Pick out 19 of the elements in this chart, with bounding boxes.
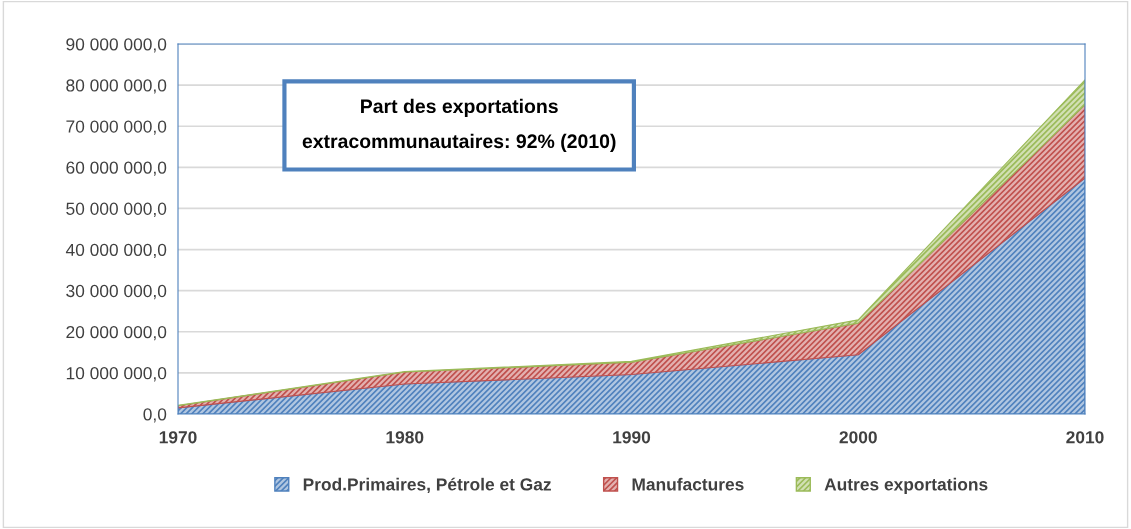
y-tick-label: 20 000 000,0: [66, 325, 167, 341]
legend-label: Manufactures: [632, 477, 744, 491]
x-tick-label: 1990: [613, 431, 651, 444]
x-tick-label: 1970: [159, 431, 197, 444]
y-tick-label: 90 000 000,0: [66, 38, 167, 53]
y-tick-label: 10 000 000,0: [66, 367, 167, 382]
x-tick-label: 2010: [1066, 431, 1104, 444]
y-tick-label: 40 000 000,0: [65, 243, 167, 259]
y-tick-label: 50 000 000,0: [66, 202, 167, 217]
y-tick-label: 80 000 000,0: [66, 79, 167, 94]
y-tick-label: 30 000 000,0: [66, 284, 167, 300]
x-tick-label: 2000: [839, 431, 877, 444]
legend-label: Autres exportations: [824, 477, 988, 494]
y-tick-label: 60 000 000,0: [66, 161, 167, 176]
y-tick-label: 70 000 000,0: [66, 120, 167, 135]
y-tick-label: 0,0: [143, 408, 167, 423]
annotation: Part des exportations extracommunautaires: 92% (2010): [302, 98, 616, 152]
legend-label: Prod.Primaires, Pétrole et Gaz: [303, 477, 551, 494]
x-tick-label: 1980: [386, 431, 424, 444]
